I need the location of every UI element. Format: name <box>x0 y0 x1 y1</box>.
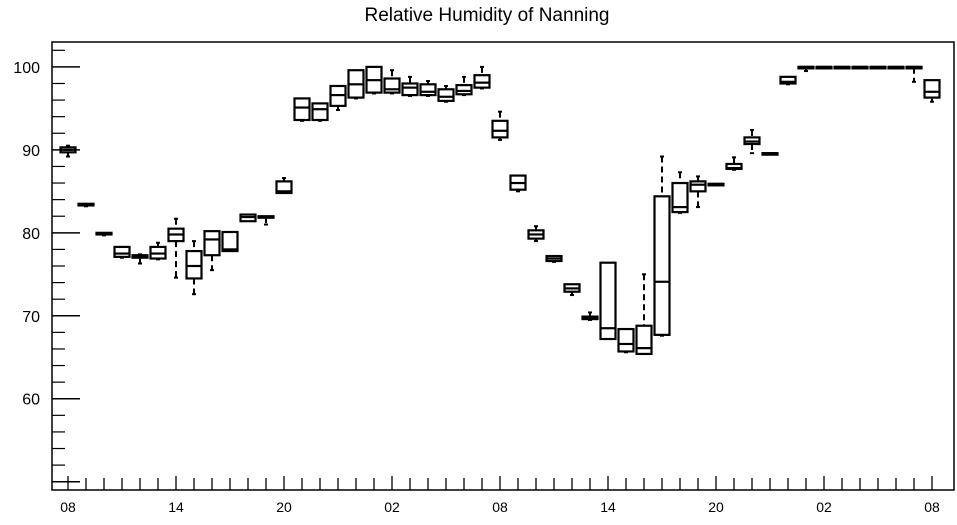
box-hour-24 <box>491 110 509 141</box>
box-hour-45 <box>869 65 887 70</box>
y-tick-label: 100 <box>13 60 40 77</box>
chart-title: Relative Humidity of Nanning <box>364 5 609 26</box>
iqr-box <box>293 97 311 122</box>
box-hour-4 <box>131 253 149 265</box>
box-hour-22 <box>455 75 473 97</box>
box-hour-40 <box>779 75 797 86</box>
x-axis: 08 14 20 02 08 14 20 02 08 <box>60 476 940 515</box>
iqr-box <box>653 195 671 336</box>
box-hour-21 <box>437 84 455 103</box>
iqr-box <box>185 249 203 280</box>
iqr-box <box>671 181 689 214</box>
box-hour-16 <box>347 69 365 100</box>
box-hour-30 <box>599 261 617 341</box>
iqr-box <box>473 74 491 89</box>
x-tick-label: 02 <box>816 499 832 515</box>
box-hour-37 <box>725 156 743 171</box>
box-hour-29 <box>581 311 599 321</box>
iqr-box <box>923 79 941 99</box>
box-hour-26 <box>527 225 545 243</box>
box-hour-17 <box>365 65 383 95</box>
box-hour-38 <box>743 128 761 155</box>
box-hour-3 <box>113 245 131 259</box>
x-tick-label: 14 <box>600 499 616 515</box>
x-tick-label: 08 <box>924 499 940 515</box>
box-hour-11 <box>257 215 275 226</box>
box-hour-32 <box>635 273 653 356</box>
box-hour-1 <box>77 202 95 208</box>
box-hour-34 <box>671 171 689 214</box>
box-hour-25 <box>509 174 527 193</box>
box-hour-48 <box>923 79 941 103</box>
box-hour-41 <box>797 65 815 73</box>
box-series <box>59 65 941 356</box>
y-tick-label: 80 <box>22 226 40 243</box>
y-axis: 60 70 80 90 100 <box>13 49 80 483</box>
iqr-box <box>455 84 473 96</box>
box-hour-15 <box>329 84 347 112</box>
iqr-box <box>221 230 239 253</box>
x-tick-label: 02 <box>384 499 400 515</box>
box-hour-6 <box>167 217 185 279</box>
box-hour-47 <box>905 65 923 83</box>
box-hour-39 <box>761 152 779 156</box>
iqr-box <box>437 88 455 103</box>
box-hour-43 <box>833 65 851 70</box>
box-hour-7 <box>185 240 203 296</box>
x-tick-label: 14 <box>168 499 184 515</box>
iqr-box <box>689 180 707 193</box>
box-hour-23 <box>473 65 491 90</box>
box-hour-8 <box>203 230 221 272</box>
box-hour-28 <box>563 283 581 297</box>
box-hour-19 <box>401 75 419 97</box>
iqr-box <box>311 102 329 122</box>
box-hour-9 <box>221 230 239 253</box>
box-hour-35 <box>689 175 707 209</box>
y-tick-label: 60 <box>22 392 40 409</box>
box-hour-20 <box>419 79 437 97</box>
iqr-box <box>779 75 797 85</box>
box-hour-44 <box>851 65 869 70</box>
box-hour-18 <box>383 69 401 95</box>
box-hour-14 <box>311 102 329 122</box>
iqr-box <box>401 82 419 97</box>
box-hour-0 <box>59 144 77 158</box>
box-hour-2 <box>95 231 113 237</box>
box-hour-46 <box>887 65 905 70</box>
iqr-box <box>491 119 509 139</box>
box-hour-31 <box>617 327 635 354</box>
iqr-box <box>599 261 617 341</box>
iqr-box <box>419 83 437 97</box>
iqr-box <box>617 327 635 353</box>
x-tick-label: 20 <box>276 499 292 515</box>
y-tick-label: 70 <box>22 309 40 326</box>
x-tick-label: 08 <box>492 499 508 515</box>
iqr-box <box>203 230 221 257</box>
box-hour-27 <box>545 254 563 263</box>
box-hour-36 <box>707 182 725 187</box>
box-hour-42 <box>815 65 833 70</box>
iqr-box <box>383 77 401 94</box>
y-tick-label: 90 <box>22 143 40 160</box>
x-tick-label: 20 <box>708 499 724 515</box>
box-hour-5 <box>149 241 167 261</box>
iqr-box <box>635 324 653 356</box>
box-hour-33 <box>653 155 671 337</box>
x-tick-label: 08 <box>60 499 76 515</box>
box-hour-10 <box>239 213 257 223</box>
iqr-box <box>275 180 293 195</box>
box-hour-12 <box>275 177 293 195</box>
box-hour-13 <box>293 97 311 122</box>
iqr-box <box>113 245 131 258</box>
